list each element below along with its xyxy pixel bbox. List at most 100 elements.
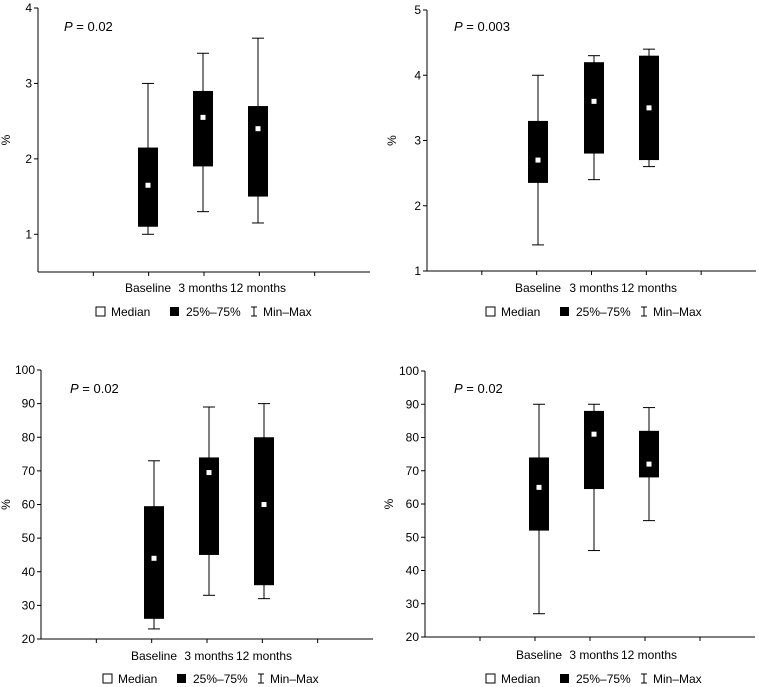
y-tick-label: 3 [414,134,421,148]
p-value-symbol: P [454,19,463,34]
box-baseline [144,460,164,630]
legend-range-label: Min–Max [653,672,702,686]
chart-panel-top-left: 1 2 3 4% P = 0.02 Baseline 3 months 12 months Me… [0,1,370,319]
legend-median-label: Median [501,672,540,686]
box-12-months [248,37,268,224]
legend-median-swatch [485,306,496,317]
box-3-months [584,55,604,181]
y-tick-label: 100 [399,364,419,378]
box-baseline [529,403,549,615]
y-tick-label: 60 [406,497,420,511]
p-value-symbol: P [64,19,73,34]
iqr-box [254,437,274,586]
y-tick-label: 3 [25,76,32,90]
box-3-months [193,52,213,213]
y-axis-label: % [382,498,396,509]
category-label: 12 months [236,649,292,663]
category-label: 3 months [184,649,233,663]
box-12-months [639,407,659,522]
p-value-text: = 0.003 [463,19,510,34]
category-label: 12 months [230,281,286,295]
median-marker [591,98,597,104]
legend-iqr-swatch [560,307,569,316]
y-tick-label: 90 [406,397,420,411]
median-marker [646,461,652,467]
y-tick-label: 100 [15,363,35,377]
category-label: Baseline [516,648,562,662]
y-tick-label: 30 [22,598,36,612]
y-tick-label: 5 [414,3,421,17]
y-tick-label: 1 [25,227,32,241]
median-marker [591,431,597,437]
y-tick-label: 30 [406,597,420,611]
legend-range-label: Min–Max [270,672,319,686]
y-axis-label: % [385,135,399,146]
legend-range-label: Min–Max [263,305,312,319]
p-value-annotation: P = 0.003 [454,19,510,34]
iqr-box [529,457,549,531]
median-marker [536,484,542,490]
category-label: 3 months [569,648,618,662]
legend-median-label: Median [118,672,157,686]
category-label: 12 months [621,648,677,662]
median-marker [261,502,267,507]
median-marker [200,114,206,120]
iqr-box [639,430,659,478]
y-tick-label: 2 [414,199,421,213]
median-marker [206,470,212,476]
iqr-box [584,62,604,154]
legend: Median 25%–75% Min–Max [102,672,319,686]
legend-median-swatch [95,306,106,317]
box-3-months [584,403,604,552]
legend-iqr-label: 25%–75% [576,305,631,319]
legend-iqr-label: 25%–75% [186,305,241,319]
category-label: Baseline [131,649,177,663]
y-tick-label: 70 [22,464,36,478]
p-value-text: = 0.02 [73,19,113,34]
legend-range-label: Min–Max [653,305,702,319]
median-marker [151,555,157,561]
iqr-box [199,457,219,555]
y-tick-label: 1 [414,264,421,278]
y-tick-label: 60 [22,498,36,512]
y-tick-label: 50 [22,531,36,545]
median-marker [646,105,652,111]
chart-panel-bottom-right: 20 30 40 50 60 70 80 90 100% P = 0.02 Baseline 3 mo… [382,364,755,686]
category-label: 12 months [621,281,677,295]
legend-median-swatch [485,673,496,684]
legend-median-label: Median [501,305,540,319]
box-3-months [199,406,219,596]
p-value-annotation: P = 0.02 [64,19,113,34]
box-baseline [528,74,548,246]
legend-iqr-swatch [560,674,569,683]
box-12-months [639,48,659,168]
y-axis-label: % [0,134,13,145]
p-value-symbol: P [70,381,79,396]
median-marker [145,182,151,188]
y-tick-label: 80 [22,430,36,444]
median-marker [255,126,261,132]
median-marker [535,157,541,163]
y-tick-label: 4 [414,68,421,82]
legend-iqr-label: 25%–75% [193,672,248,686]
y-tick-label: 20 [22,632,36,646]
iqr-box [528,120,548,183]
y-tick-label: 40 [406,564,420,578]
legend-iqr-swatch [170,307,179,316]
legend-median-label: Median [111,305,150,319]
y-tick-label: 2 [25,152,32,166]
p-value-annotation: P = 0.02 [70,381,119,396]
y-tick-label: 90 [22,397,36,411]
p-value-annotation: P = 0.02 [454,381,503,396]
p-value-text: = 0.02 [79,381,119,396]
p-value-text: = 0.02 [463,381,503,396]
legend-iqr-label: 25%–75% [576,672,631,686]
legend-median-swatch [102,673,113,684]
category-label: Baseline [125,281,171,295]
y-axis-label: % [0,499,13,510]
y-tick-label: 70 [406,464,420,478]
chart-panel-top-right: 1 2 3 4 5% P = 0.003 Baseline 3 months 12 months… [385,3,756,319]
box-baseline [138,82,158,235]
y-tick-label: 50 [406,530,420,544]
